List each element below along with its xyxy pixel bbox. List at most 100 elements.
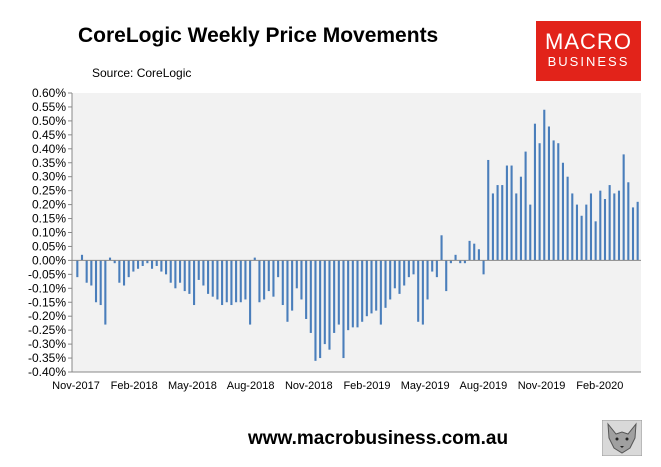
bar (337, 260, 340, 325)
y-tick-label: 0.30% (32, 170, 66, 184)
bar (398, 260, 401, 294)
y-tick-label: -0.10% (28, 281, 66, 295)
bar (496, 185, 499, 261)
bar (599, 190, 602, 261)
bar (113, 260, 116, 264)
bar (519, 176, 522, 261)
bar (347, 260, 350, 331)
bar (314, 260, 317, 361)
bar (286, 260, 289, 322)
macrobusiness-logo: MACRO BUSINESS (536, 21, 641, 81)
bar (566, 176, 569, 261)
bar (473, 243, 476, 261)
footer-url[interactable]: www.macrobusiness.com.au (248, 428, 509, 449)
bar (631, 207, 635, 261)
bar (375, 260, 378, 311)
bar (561, 162, 564, 261)
y-tick-label: 0.00% (32, 253, 66, 267)
bar (118, 260, 121, 283)
bar (575, 204, 579, 261)
bar (90, 260, 93, 286)
bar (594, 221, 597, 261)
bar (202, 260, 205, 286)
bar (207, 260, 210, 294)
bar (487, 159, 490, 261)
bar (407, 260, 410, 278)
bar (263, 260, 266, 300)
bar (389, 260, 392, 300)
bar (136, 260, 140, 269)
y-tick-label: -0.35% (28, 351, 66, 365)
bar (571, 193, 574, 261)
bar (300, 260, 303, 300)
bar (127, 260, 130, 278)
bar (459, 260, 462, 264)
bar (211, 260, 214, 297)
bar (132, 260, 135, 272)
bar (538, 143, 541, 261)
bar (99, 260, 102, 306)
y-tick-label: 0.45% (32, 128, 66, 142)
bar (622, 154, 625, 261)
y-tick-label: -0.20% (28, 309, 66, 323)
bar (295, 260, 298, 289)
bar (515, 193, 518, 261)
bar (174, 260, 177, 289)
bar (393, 260, 396, 289)
bar (440, 235, 443, 261)
bar (351, 260, 354, 328)
bar (557, 143, 560, 261)
bar (267, 260, 270, 292)
y-tick-label: 0.25% (32, 184, 66, 198)
bar (580, 215, 583, 261)
bar (85, 260, 88, 283)
bar (150, 260, 154, 269)
bar (603, 199, 607, 261)
y-tick-label: -0.15% (28, 295, 66, 309)
bar (552, 140, 555, 261)
bar (435, 260, 438, 278)
y-tick-label: 0.10% (32, 226, 66, 240)
y-tick-label: -0.40% (28, 365, 66, 379)
bar (501, 185, 504, 261)
bar (193, 260, 196, 306)
x-tick-label: Aug-2018 (227, 380, 275, 392)
bar (543, 109, 546, 261)
bar (235, 260, 238, 303)
bar (449, 260, 452, 264)
bar (477, 249, 480, 261)
bar (319, 260, 322, 359)
bar (524, 151, 527, 261)
bar (291, 260, 294, 311)
y-tick-label: 0.35% (32, 156, 66, 170)
x-tick-label: Feb-2019 (343, 380, 390, 392)
bar (309, 260, 312, 333)
bar (197, 260, 200, 280)
y-tick-label: 0.60% (32, 86, 66, 100)
bar (323, 260, 326, 345)
bar (188, 260, 191, 294)
bar (547, 126, 550, 261)
bar (305, 260, 308, 319)
bar (356, 260, 359, 328)
bar (94, 260, 98, 303)
chart-title: CoreLogic Weekly Price Movements (78, 24, 439, 47)
bar (333, 260, 336, 333)
logo-line1: MACRO (545, 29, 632, 54)
bar (491, 193, 494, 261)
y-tick-label: 0.50% (32, 114, 66, 128)
bar (589, 193, 593, 261)
bar (426, 260, 429, 300)
bar (636, 201, 639, 261)
y-tick-label: 0.55% (32, 100, 66, 114)
bar (361, 260, 364, 322)
bar (617, 190, 621, 261)
bar (239, 260, 242, 303)
logo-line2: BUSINESS (547, 54, 630, 69)
bar (613, 193, 616, 261)
bar (585, 204, 588, 261)
bar (272, 260, 275, 297)
bar (529, 204, 532, 261)
bar (342, 260, 345, 359)
